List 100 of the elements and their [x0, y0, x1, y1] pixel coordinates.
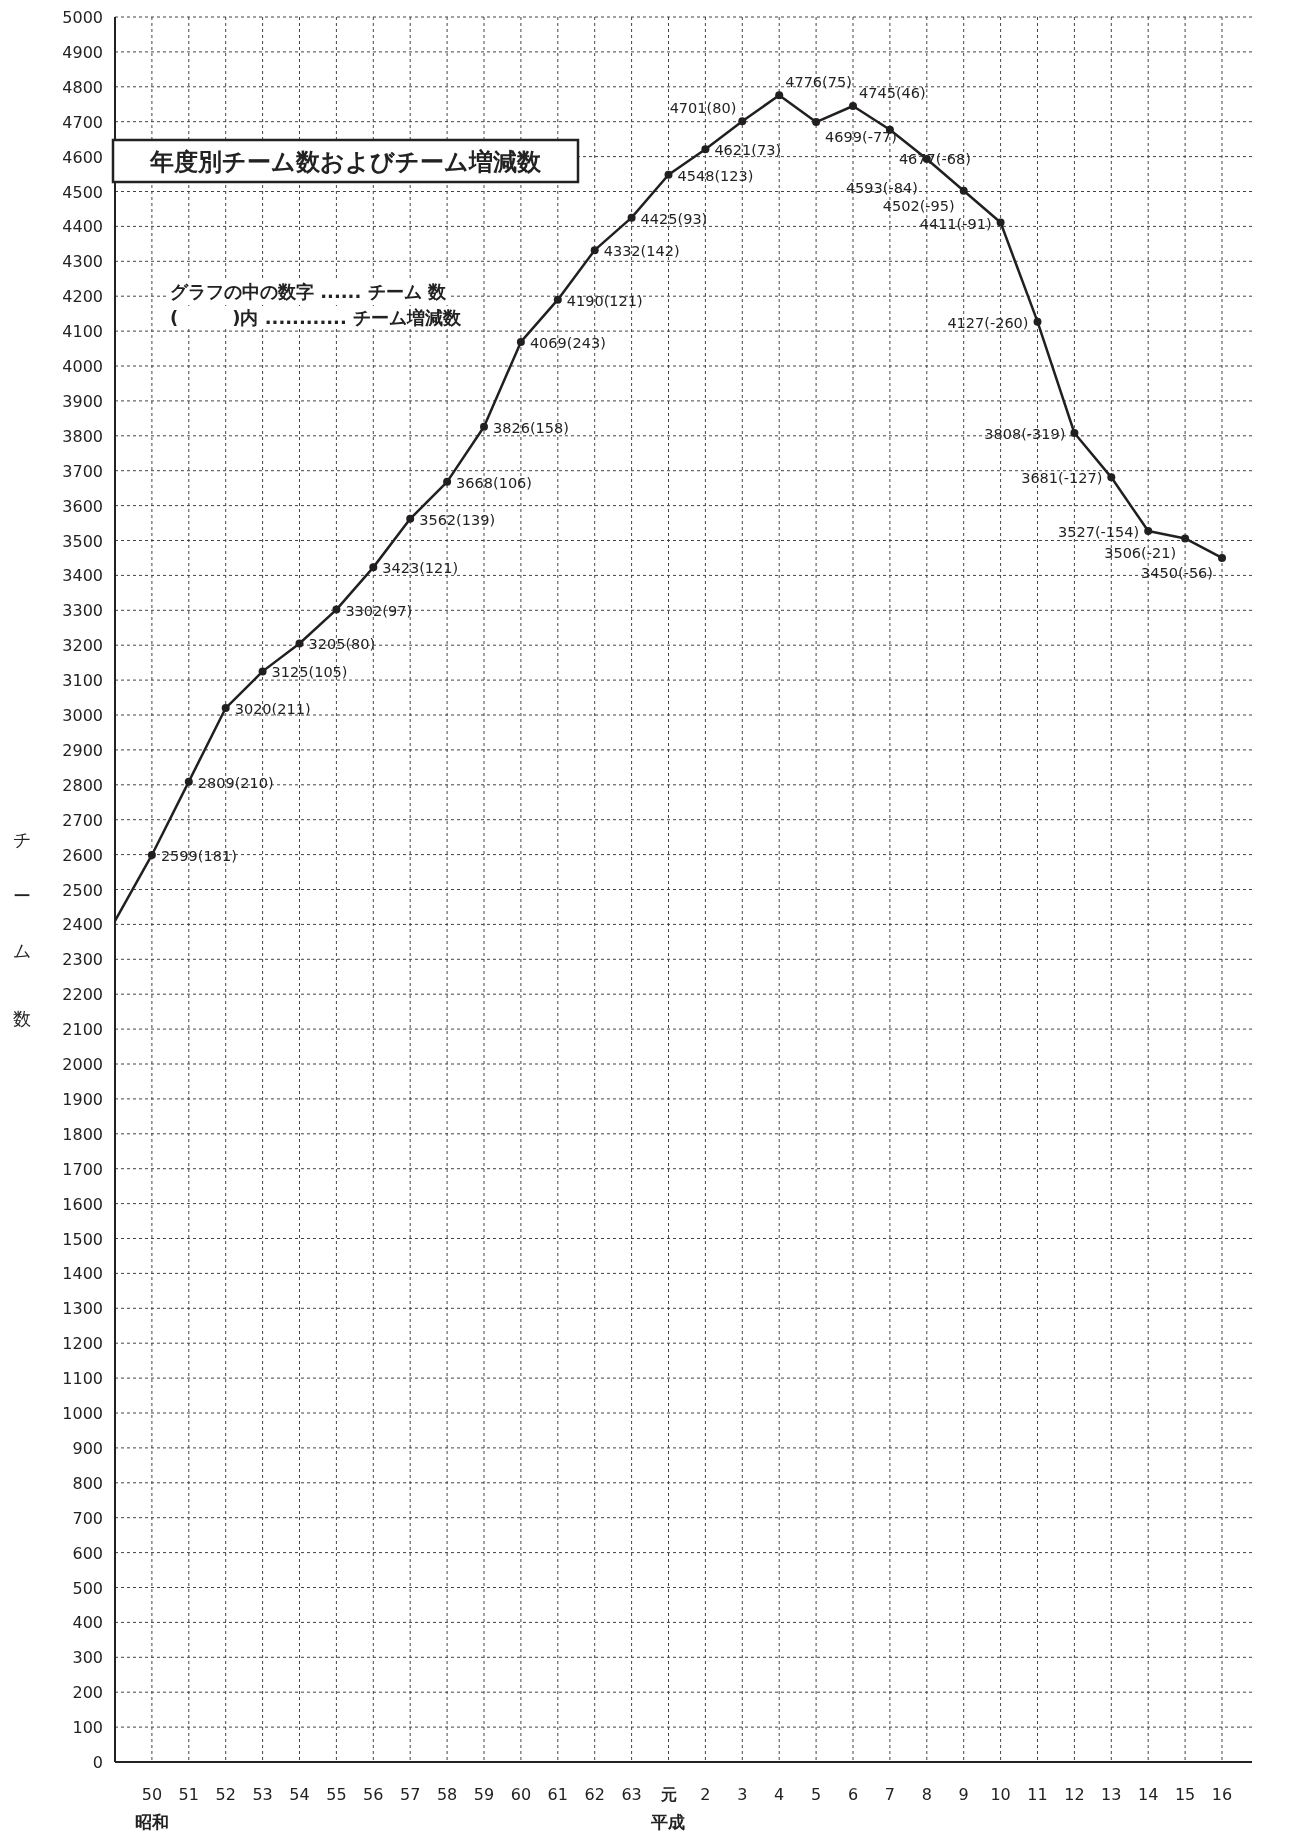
- y-tick-label: 1200: [62, 1334, 103, 1354]
- data-label: 3302(97): [345, 602, 413, 619]
- y-tick-label: 3000: [62, 706, 103, 725]
- y-tick-label: 2500: [62, 880, 103, 900]
- y-tick-label: 2200: [62, 985, 103, 1005]
- data-label: 3205(80): [308, 636, 376, 653]
- data-label: 4593(-84): [845, 180, 918, 197]
- point: [184, 777, 193, 786]
- x-tick-label: 3: [737, 1785, 748, 1804]
- point: [996, 218, 1005, 227]
- y-tick-label: 2700: [62, 810, 103, 830]
- x-tick-label: 58: [436, 1785, 458, 1804]
- x-tick-label: 14: [1138, 1785, 1159, 1804]
- title: 年度別チーム数およびチーム増減数: [111, 138, 580, 184]
- data-label: 4190(121): [566, 292, 643, 309]
- x-tick-label: 55: [326, 1785, 347, 1804]
- point: [775, 91, 784, 100]
- x-tick-label: 2: [700, 1785, 711, 1804]
- y-tick-label: 2600: [62, 845, 103, 865]
- data-label: 4701(80): [669, 100, 737, 117]
- y-tick-label: 1500: [62, 1229, 103, 1249]
- y-tick-label: 1600: [62, 1194, 103, 1214]
- data-label: 3668(106): [456, 474, 533, 491]
- data-label: 4621(73): [714, 142, 782, 159]
- y-tick-label: 2400: [62, 915, 103, 935]
- y-tick-label: 1000: [62, 1404, 103, 1423]
- data-label: 2599(181): [160, 847, 237, 864]
- data-label: 4069(243): [529, 334, 606, 351]
- x-tick-label: 60: [510, 1785, 532, 1804]
- x-tick-label: 59: [473, 1785, 495, 1804]
- y-tick-label: 2100: [62, 1020, 103, 1040]
- y-tick-label: 1300: [62, 1299, 103, 1319]
- x-tick-label: 13: [1101, 1785, 1122, 1804]
- y-axis-title: チーム数: [11, 819, 33, 1041]
- point: [369, 563, 378, 572]
- x-tick-label: 6: [847, 1785, 859, 1804]
- y-tick-label: 100: [72, 1718, 103, 1738]
- text: 平成: [650, 1812, 685, 1831]
- y-tick-label: 5000: [62, 8, 103, 27]
- x-tick-label: 12: [1064, 1785, 1085, 1804]
- point: [1107, 473, 1116, 482]
- y-tick-label: 4200: [62, 287, 103, 307]
- text: 昭和: [135, 1812, 169, 1831]
- annotation: ( )内 ............ チーム増減数: [170, 307, 463, 328]
- y-tick-label: 3400: [62, 566, 103, 586]
- point: [221, 704, 230, 713]
- y-tick-label: 3800: [62, 426, 103, 446]
- x-tick-label: 62: [584, 1785, 605, 1804]
- y-tick-label: 400: [72, 1613, 103, 1633]
- point: [295, 639, 304, 648]
- data-label: 2809(210): [197, 774, 274, 791]
- x-tick-label: 56: [363, 1785, 384, 1804]
- y-tick-label: 3300: [62, 601, 103, 621]
- data-label: 4776(75): [785, 74, 852, 91]
- point: [516, 337, 525, 346]
- y-tick-label: 2800: [62, 775, 103, 795]
- data-label: 3527(-154): [1058, 524, 1140, 541]
- data-label: 4745(46): [859, 85, 926, 101]
- x-tick-label: 4: [774, 1785, 785, 1804]
- point: [1144, 527, 1153, 536]
- point: [332, 605, 341, 614]
- point: [664, 170, 673, 179]
- data-label: 3562(139): [419, 511, 496, 528]
- point: [590, 246, 599, 255]
- y-tick-label: 3700: [62, 461, 103, 481]
- point: [738, 117, 747, 126]
- y-tick-label: 0: [92, 1753, 103, 1772]
- x-tick-label: 10: [990, 1785, 1011, 1804]
- x-tick-label: 50: [141, 1785, 163, 1804]
- data-label: 3681(-127): [1021, 470, 1103, 487]
- data-label: 4411(-91): [919, 215, 992, 232]
- data-label: 4425(93): [640, 210, 708, 227]
- y-tick-label: 2000: [62, 1055, 103, 1074]
- data-label: 3423(121): [382, 560, 459, 577]
- point: [1070, 429, 1079, 438]
- point: [147, 850, 156, 859]
- data-label: 4699(-77): [825, 129, 898, 146]
- point: [553, 295, 562, 304]
- point: [258, 667, 267, 676]
- x-tick-label: 元: [659, 1785, 677, 1804]
- x-tick-label: 63: [621, 1785, 642, 1804]
- data-label: 3020(211): [234, 701, 311, 718]
- y-tick-label: 4400: [62, 217, 103, 237]
- y-tick-label: 4000: [62, 357, 103, 376]
- data-label: 3125(105): [271, 664, 348, 681]
- y-tick-label: 1100: [62, 1369, 103, 1389]
- x-tick-label: 8: [921, 1785, 932, 1804]
- point: [1033, 317, 1042, 326]
- y-tick-label: 2900: [62, 740, 103, 760]
- y-tick-label: 3100: [62, 671, 103, 691]
- y-tick-label: 4900: [62, 42, 103, 62]
- point: [959, 186, 968, 195]
- point: [406, 514, 415, 523]
- y-tick-label: 2300: [62, 950, 103, 970]
- y-tick-label: 1900: [62, 1089, 103, 1109]
- y-tick-label: 900: [72, 1438, 103, 1458]
- x-tick-label: 15: [1174, 1785, 1196, 1804]
- x-tick-label: 9: [958, 1785, 969, 1804]
- data-label: 4502(-95): [882, 197, 955, 214]
- data-label: 4332(142): [603, 243, 680, 260]
